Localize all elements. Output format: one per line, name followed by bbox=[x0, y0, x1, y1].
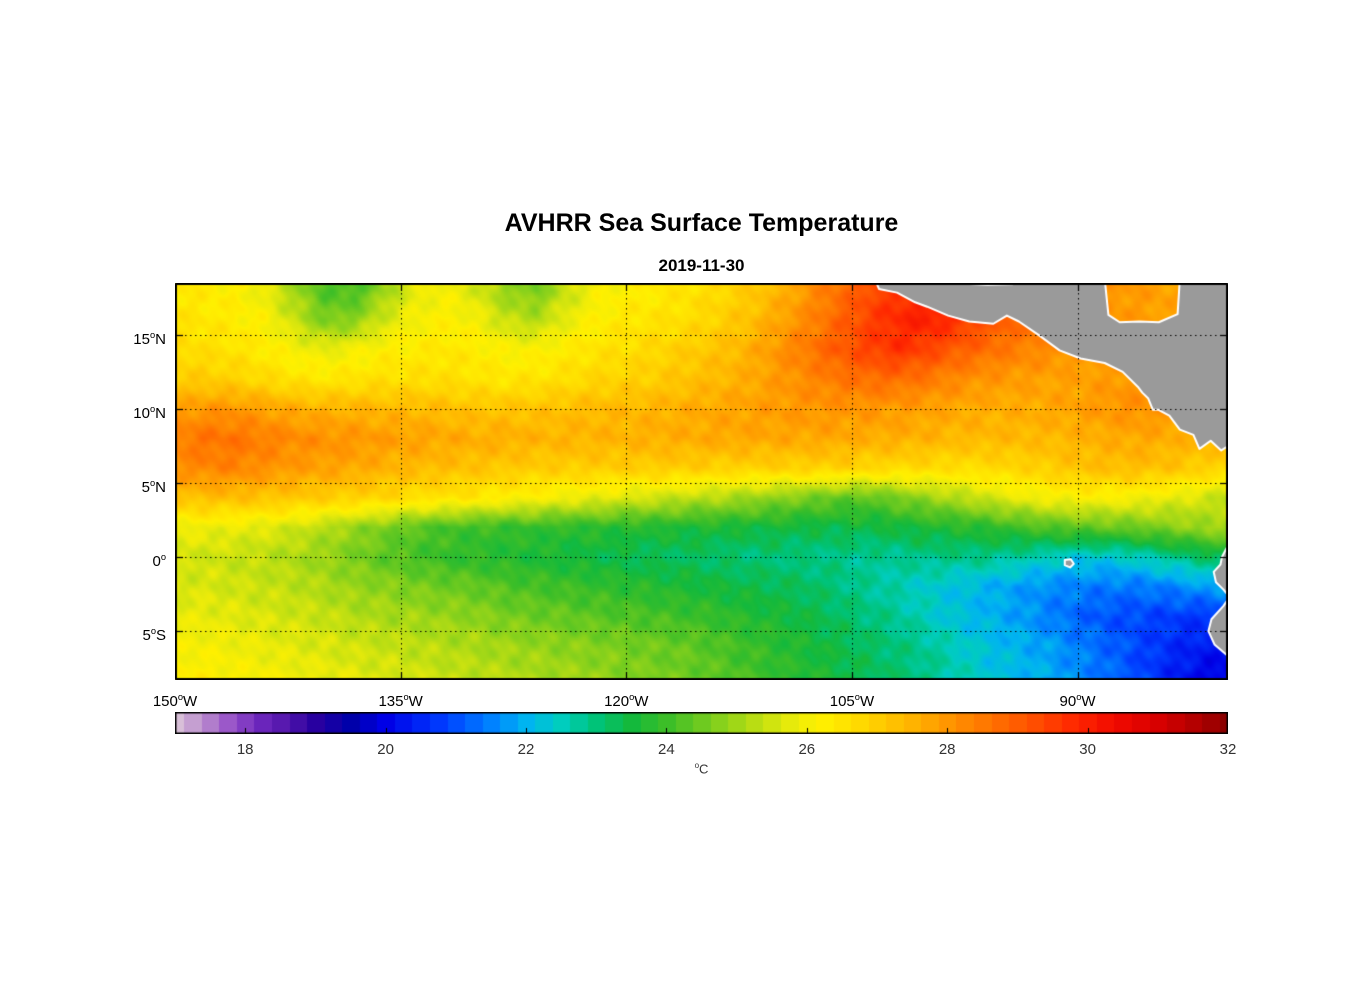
lat-tick-label: 0o bbox=[152, 552, 166, 571]
colorbar-unit-label: oC bbox=[694, 761, 709, 777]
lon-tick-label: 90oW bbox=[1059, 692, 1096, 710]
lat-tick-label: 10oN bbox=[133, 403, 166, 422]
colorbar-tick-label: 28 bbox=[938, 741, 956, 758]
colorbar-tick-label: 30 bbox=[1079, 741, 1096, 758]
colorbar-tick-label: 32 bbox=[1219, 741, 1237, 758]
sst-map-canvas bbox=[175, 283, 1228, 680]
chart-date-subtitle: 2019-11-30 bbox=[658, 256, 745, 275]
lat-tick-label: 5oN bbox=[141, 477, 166, 496]
lon-tick-label: 120oW bbox=[604, 692, 649, 710]
lon-tick-label: 150oW bbox=[152, 692, 198, 710]
lat-tick-label: 5oS bbox=[142, 626, 166, 645]
colorbar-tick-label: 22 bbox=[517, 741, 535, 758]
chart-title: AVHRR Sea Surface Temperature bbox=[504, 209, 899, 237]
colorbar-tick-label: 26 bbox=[798, 741, 816, 758]
lon-tick-label: 105oW bbox=[829, 692, 875, 710]
lon-tick-label: 135oW bbox=[378, 692, 423, 710]
colorbar-canvas bbox=[175, 712, 1228, 734]
lat-tick-label: 15oN bbox=[133, 329, 166, 348]
colorbar-tick-label: 24 bbox=[658, 741, 675, 758]
colorbar-tick-label: 20 bbox=[377, 741, 394, 758]
colorbar-tick-label: 18 bbox=[236, 741, 254, 758]
